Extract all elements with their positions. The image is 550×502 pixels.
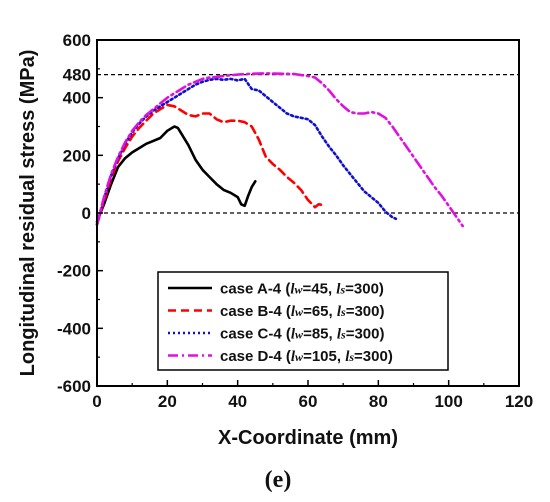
x-tick-label-3: 60 <box>299 392 318 411</box>
x-tick-label-2: 40 <box>228 392 247 411</box>
legend-text-part: =45, <box>303 281 337 298</box>
chart-marks <box>95 72 519 228</box>
legend-text-part: =300) <box>345 281 384 298</box>
legend-text-part: =300) <box>346 303 385 320</box>
legend-text-part: case C-4 ( <box>220 326 291 343</box>
y-tick-label-0: -600 <box>57 377 91 396</box>
chart-axes: 0 20 40 60 80 100 120 -600 -400 -200 0 200 400 600 480 <box>57 31 533 411</box>
y-tick-label-3: 0 <box>82 204 91 223</box>
y-tick-label-5: 400 <box>63 89 91 108</box>
legend-text-part: l <box>336 282 341 298</box>
legend-text-part: =105, <box>303 348 345 365</box>
legend-text-part: w <box>295 328 304 342</box>
x-tick-label-1: 20 <box>158 392 177 411</box>
legend-entry-0: case A-4 (lw=45, ls=300) <box>220 281 384 298</box>
legend-entry-2: case C-4 (lw=85, ls=300) <box>220 326 384 343</box>
x-tick-label-0: 0 <box>92 392 101 411</box>
y-tick-label-extra: 480 <box>63 66 91 85</box>
legend-text-part: case D-4 ( <box>220 348 291 365</box>
x-tick-label-4: 80 <box>369 392 388 411</box>
legend-text-part: w <box>294 283 303 297</box>
y-tick-label-6: 600 <box>63 31 91 50</box>
y-tick-label-1: -400 <box>57 319 91 338</box>
legend-text-part: =85, <box>303 326 337 343</box>
legend-entry-3: case D-4 (lw=105, ls=300) <box>220 348 393 365</box>
legend-entry-1: case B-4 (lw=65, ls=300) <box>220 303 384 320</box>
legend-text-part: l <box>345 349 350 365</box>
legend-text-part: s <box>339 283 345 297</box>
series-line-1 <box>95 103 327 226</box>
legend-text-part: l <box>291 349 296 365</box>
x-tick-label-6: 120 <box>505 392 533 411</box>
series-line-0 <box>95 125 257 223</box>
legend-text-part: w <box>295 350 304 364</box>
legend-text-part: w <box>295 305 304 319</box>
chart-legend: case A-4 (lw=45, ls=300)case B-4 (lw=65,… <box>157 271 449 371</box>
legend-text-part: case B-4 ( <box>220 303 291 320</box>
legend-text-part: s <box>340 305 346 319</box>
series-line-3 <box>95 72 465 228</box>
legend-text-part: s <box>348 350 354 364</box>
panel-label: (e) <box>265 467 292 493</box>
legend-text-part: l <box>291 327 296 343</box>
legend-text-part: l <box>337 304 342 320</box>
legend-text-part: l <box>291 304 296 320</box>
y-axis-title: Longitudinal residual stress (MPa) <box>17 50 39 377</box>
legend-text-part: l <box>290 282 295 298</box>
x-axis-title: X-Coordinate (mm) <box>218 427 398 449</box>
legend-text-part: =300) <box>354 348 393 365</box>
legend-text-part: =300) <box>346 326 385 343</box>
x-tick-label-5: 100 <box>434 392 462 411</box>
legend-text-part: =65, <box>303 303 337 320</box>
legend-text-part: l <box>337 327 342 343</box>
y-tick-label-2: -200 <box>57 262 91 281</box>
legend-text-part: case A-4 ( <box>220 281 290 298</box>
legend-text-part: s <box>340 328 346 342</box>
y-tick-label-4: 200 <box>63 146 91 165</box>
